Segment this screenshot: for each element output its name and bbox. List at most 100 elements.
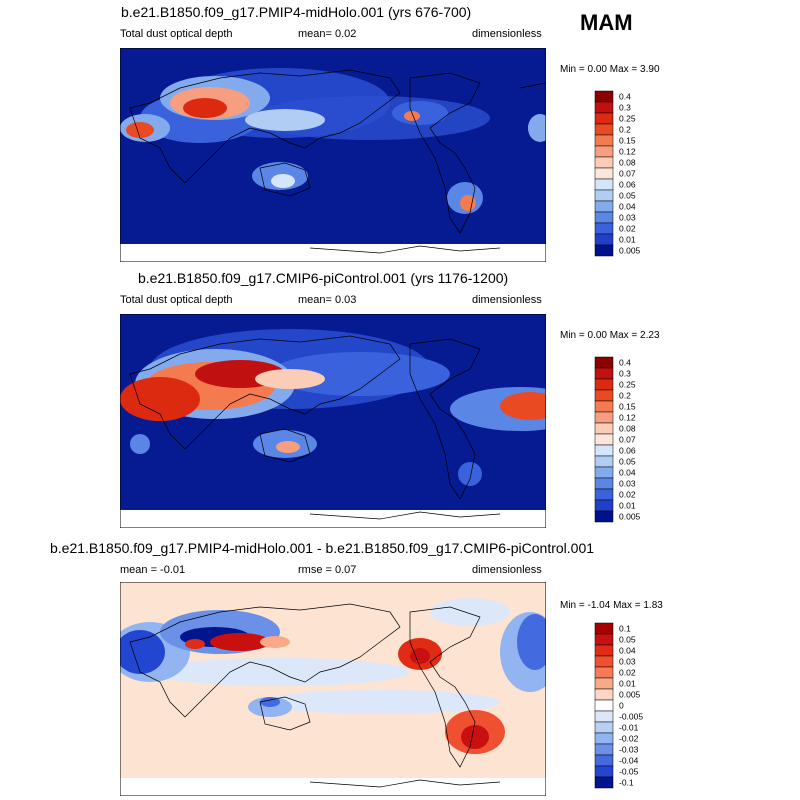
colorbar-label: 0.005 — [619, 246, 641, 256]
colorbar-cell — [594, 455, 614, 468]
colorbar-label: 0.005 — [619, 690, 641, 700]
colorbar-cell — [594, 200, 614, 213]
colorbar-cell — [594, 776, 614, 789]
colorbar-cell — [594, 400, 614, 413]
colorbar-label: 0.05 — [619, 191, 636, 201]
colorbar-cell — [594, 765, 614, 778]
colorbar-label: 0.15 — [619, 402, 636, 412]
colorbar-label: 0 — [619, 701, 624, 711]
colorbar-cell — [594, 710, 614, 723]
colorbar-cell — [594, 189, 614, 202]
colorbar-label: 0.25 — [619, 380, 636, 390]
colorbar-label: 0.25 — [619, 114, 636, 124]
colorbar-cell — [594, 389, 614, 402]
colorbar-label: 0.02 — [619, 224, 636, 234]
colorbar-label: 0.08 — [619, 158, 636, 168]
antarctica-gap — [120, 778, 546, 796]
colorbar-label: 0.03 — [619, 479, 636, 489]
coastlines — [129, 69, 546, 254]
colorbar-cell — [594, 488, 614, 501]
panel-2-variable: Total dust optical depth — [120, 294, 233, 306]
panel-3-mean: mean = -0.01 — [120, 564, 186, 576]
colorbar-cell — [594, 510, 614, 523]
antarctica-gap — [120, 244, 546, 262]
colorbar-label: 0.03 — [619, 213, 636, 223]
panel-3-colorbar: 0.10.050.040.030.020.010.0050-0.005-0.01… — [594, 622, 643, 789]
colorbar-cell — [594, 244, 614, 257]
colorbar-cell — [594, 178, 614, 191]
colorbar-label: 0.005 — [619, 512, 641, 522]
colorbar-label: -0.02 — [619, 734, 639, 744]
coastlines — [129, 335, 501, 520]
colorbar-label: 0.3 — [619, 369, 631, 379]
difference-field — [120, 598, 546, 754]
colorbar-cell — [594, 622, 614, 635]
panel-1-map — [120, 48, 546, 262]
colorbar-label: 0.04 — [619, 202, 636, 212]
colorbar-cell — [594, 101, 614, 114]
colorbar-label: 0.02 — [619, 668, 636, 678]
colorbar-label: -0.01 — [619, 723, 639, 733]
panel-1-title: b.e21.B1850.f09_g17.PMIP4-midHolo.001 (y… — [121, 4, 472, 20]
colorbar-cell — [594, 167, 614, 180]
colorbar-cell — [594, 123, 614, 136]
colorbar-label: 0.1 — [619, 624, 631, 634]
colorbar-cell — [594, 732, 614, 745]
colorbar-cells — [594, 622, 614, 789]
colorbar-labels: 0.40.30.250.20.150.120.080.070.060.050.0… — [619, 92, 641, 256]
colorbar-label: -0.04 — [619, 756, 639, 766]
colorbar-labels: 0.40.30.250.20.150.120.080.070.060.05 0.0… — [619, 358, 641, 522]
colorbar-cell — [594, 633, 614, 646]
colorbar-label: -0.1 — [619, 778, 634, 788]
colorbar-cell — [594, 90, 614, 103]
colorbar-label: 0.08 — [619, 424, 636, 434]
colorbar-cell — [594, 112, 614, 125]
colorbar-cell — [594, 356, 614, 369]
panel-3-title: b.e21.B1850.f09_g17.PMIP4-midHolo.001 - … — [50, 540, 595, 556]
colorbar-cell — [594, 211, 614, 224]
colorbar-cell — [594, 677, 614, 690]
colorbar-cell — [594, 499, 614, 512]
panel-2-units: dimensionless — [472, 294, 542, 306]
colorbar-cell — [594, 444, 614, 457]
colorbar-cell — [594, 233, 614, 246]
colorbar-label: 0.01 — [619, 235, 636, 245]
colorbar-cell — [594, 721, 614, 734]
colorbar-cell — [594, 134, 614, 147]
panel-1-mean: mean= 0.02 — [298, 28, 357, 40]
colorbar-label: 0.4 — [619, 92, 631, 102]
colorbar-label: 0.4 — [619, 358, 631, 368]
panel-1-units: dimensionless — [472, 28, 542, 40]
colorbar-label: 0.02 — [619, 490, 636, 500]
panel-3-rmse: rmse = 0.07 — [298, 564, 357, 576]
colorbar-label: 0.2 — [619, 125, 631, 135]
colorbar-label: 0.07 — [619, 435, 636, 445]
colorbar-label: 0.3 — [619, 103, 631, 113]
colorbar-cell — [594, 156, 614, 169]
panel-3-map — [120, 582, 546, 796]
dust-field — [120, 68, 546, 214]
colorbar-label: -0.05 — [619, 767, 639, 777]
colorbar-label: 0.15 — [619, 136, 636, 146]
coastlines — [129, 603, 501, 788]
colorbar-label: 0.06 — [619, 446, 636, 456]
colorbar-cell — [594, 411, 614, 424]
colorbar-cell — [594, 422, 614, 435]
panel-2-map — [120, 314, 546, 528]
panel-3-minmax: Min = -1.04 Max = 1.83 — [560, 600, 663, 611]
panel-2-mean: mean= 0.03 — [298, 294, 357, 306]
colorbar-label: 0.12 — [619, 413, 636, 423]
colorbar-label: 0.2 — [619, 391, 631, 401]
colorbar-label: -0.005 — [619, 712, 643, 722]
panel-1-variable: Total dust optical depth — [120, 28, 233, 40]
panel-2-colorbar: 0.40.30.250.20.150.120.080.070.060.05 0.0… — [594, 356, 641, 523]
colorbar-cell — [594, 466, 614, 479]
colorbar-label: 0.03 — [619, 657, 636, 667]
colorbar-label: 0.01 — [619, 501, 636, 511]
colorbar-label: 0.05 — [619, 457, 636, 467]
season-label: MAM — [580, 10, 633, 35]
colorbar-label: 0.01 — [619, 679, 636, 689]
colorbar-label: 0.07 — [619, 169, 636, 179]
colorbar-cell — [594, 145, 614, 158]
colorbar-cells — [594, 90, 614, 257]
